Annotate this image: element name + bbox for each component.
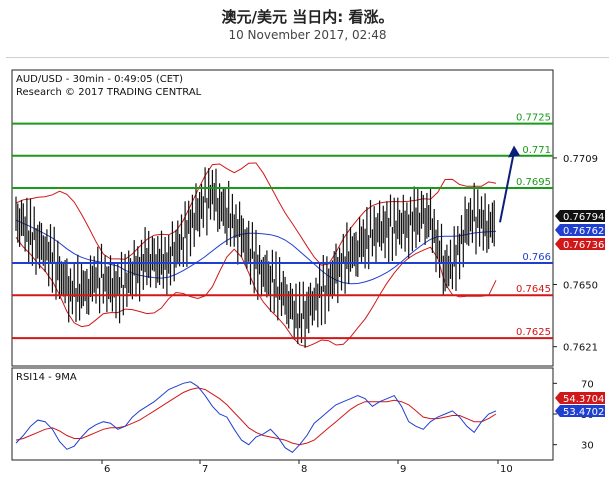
projection-arrow bbox=[499, 151, 515, 223]
symbol-label: AUD/USD - 30min - 0:49:05 (CET) bbox=[16, 74, 183, 85]
level-label: 0.7625 bbox=[516, 327, 551, 338]
price-badge-label: 0.76736 bbox=[563, 240, 604, 251]
price-badge bbox=[555, 210, 605, 222]
rsi-badge-label: 53.4702 bbox=[563, 407, 604, 418]
level-label: 0.7695 bbox=[516, 177, 551, 188]
level-label: 0.771 bbox=[522, 145, 551, 156]
price-badge bbox=[555, 224, 605, 236]
rsi-badge bbox=[555, 392, 605, 404]
rsi-y-tick-label: 70 bbox=[581, 379, 594, 390]
chart-timestamp: 10 November 2017, 02:48 bbox=[228, 28, 387, 42]
y-tick-label: 0.7709 bbox=[563, 154, 598, 165]
y-tick-label: 0.7621 bbox=[563, 343, 598, 354]
rsi-panel-frame bbox=[11, 367, 554, 461]
level-label: 0.7725 bbox=[516, 113, 551, 124]
price-badge-label: 0.76794 bbox=[563, 212, 604, 223]
price-panel-frame bbox=[11, 69, 554, 367]
chart-title: 澳元/美元 当日内: 看涨。 bbox=[221, 8, 394, 26]
rsi-badge bbox=[555, 405, 605, 417]
x-tick-label: 6 bbox=[104, 464, 110, 475]
rsi-badge-label: 54.3704 bbox=[563, 394, 604, 405]
y-tick-label: 0.7650 bbox=[563, 280, 598, 291]
copyright-label: Research © 2017 TRADING CENTRAL bbox=[16, 87, 202, 98]
header-divider bbox=[6, 57, 609, 58]
rsi-line bbox=[15, 381, 497, 453]
level-label: 0.7645 bbox=[516, 284, 551, 295]
upper-band bbox=[15, 162, 497, 266]
rsi-ma-line bbox=[15, 387, 497, 446]
rsi-label: RSI14 - 9MA bbox=[16, 372, 77, 383]
level-label: 0.766 bbox=[522, 252, 551, 263]
lower-band bbox=[15, 236, 497, 348]
rsi-y-tick-label: 30 bbox=[581, 441, 594, 452]
x-tick-label: 7 bbox=[202, 464, 208, 475]
x-tick-label: 8 bbox=[301, 464, 307, 475]
x-tick-label: 10 bbox=[500, 464, 513, 475]
price-badge-label: 0.76762 bbox=[563, 226, 604, 237]
price-badge bbox=[555, 238, 605, 250]
projection-arrow-head bbox=[508, 145, 520, 158]
x-tick-label: 9 bbox=[400, 464, 406, 475]
